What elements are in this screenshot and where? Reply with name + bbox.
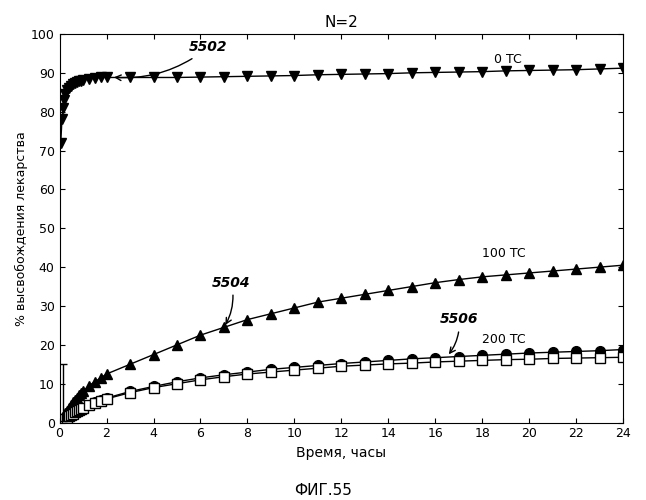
Text: 5506: 5506 [440,312,479,353]
Text: 5502: 5502 [116,40,227,80]
Y-axis label: % высвобождения лекарства: % высвобождения лекарства [15,131,28,326]
Text: 100 TC: 100 TC [483,247,526,260]
X-axis label: Время, часы: Время, часы [297,446,386,460]
Text: 200 TC: 200 TC [483,332,526,345]
Title: N=2: N=2 [324,15,359,30]
Text: 5504: 5504 [213,276,251,324]
Text: ФИГ.55: ФИГ.55 [294,483,352,498]
Text: 0 TC: 0 TC [494,52,522,66]
